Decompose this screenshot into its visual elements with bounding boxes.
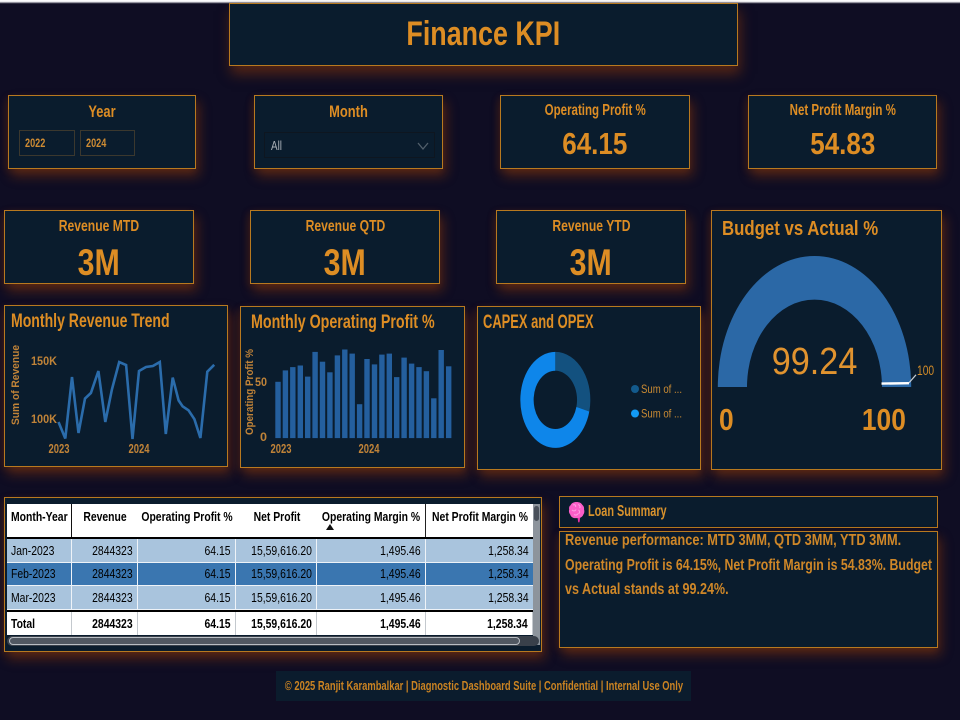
- svg-text:0: 0: [260, 430, 267, 444]
- svg-text:2024: 2024: [359, 441, 381, 456]
- svg-text:100K: 100K: [31, 412, 57, 426]
- svg-text:50: 50: [255, 375, 267, 389]
- svg-text:Sum of ...: Sum of ...: [641, 382, 682, 396]
- svg-text:2024: 2024: [129, 441, 151, 456]
- svg-text:150K: 150K: [31, 354, 57, 368]
- svg-text:Sum of ...: Sum of ...: [641, 407, 682, 421]
- svg-text:Sum of Revenue: Sum of Revenue: [10, 345, 22, 425]
- svg-text:2023: 2023: [49, 441, 70, 456]
- svg-text:Operating Profit %: Operating Profit %: [244, 349, 256, 435]
- svg-text:2023: 2023: [271, 441, 292, 456]
